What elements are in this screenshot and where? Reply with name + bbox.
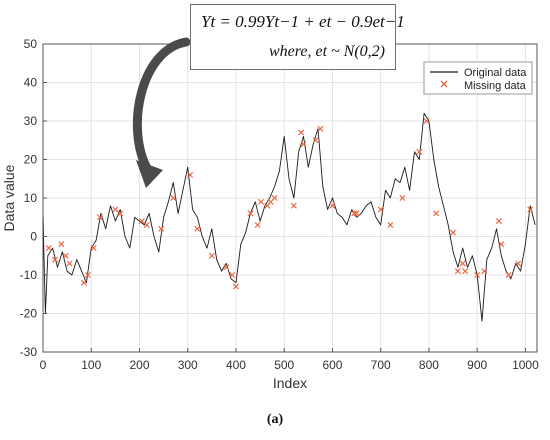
y-tick-label: -10 <box>20 268 38 282</box>
y-axis-label: Data value <box>1 164 17 231</box>
missing-data-marker <box>474 272 481 278</box>
missing-data-marker <box>351 210 358 217</box>
missing-data-marker <box>498 241 505 248</box>
figure-caption: (a) <box>266 412 284 427</box>
missing-data-marker <box>459 260 466 267</box>
y-tick-label: 40 <box>24 76 38 90</box>
missing-data-marker <box>187 171 194 178</box>
missing-data-marker <box>52 256 59 263</box>
missing-data-marker <box>416 148 423 155</box>
x-tick-label: 1000 <box>512 358 539 372</box>
x-tick-label: 400 <box>226 358 246 372</box>
x-tick-label: 800 <box>419 358 439 372</box>
legend-marker-swatch <box>440 80 448 88</box>
missing-data-marker <box>58 241 65 248</box>
equation-box: Yt = 0.99Yt−1 + et − 0.9et−1 where, et ~… <box>190 4 405 70</box>
equation-line-2: where, et ~ N(0,2) <box>268 43 385 60</box>
x-tick-label: 600 <box>322 358 342 372</box>
missing-data-marker <box>271 195 278 201</box>
annotation-arrow <box>132 37 191 188</box>
x-tick-label: 300 <box>178 358 198 372</box>
x-tick-label: 900 <box>467 358 487 372</box>
missing-data-marker <box>290 202 297 209</box>
x-tick-label: 0 <box>40 358 47 372</box>
y-tick-label: 10 <box>24 191 38 205</box>
y-tick-label: 30 <box>24 114 38 128</box>
equation-line-1: Yt = 0.99Yt−1 + et − 0.9et−1 <box>201 12 405 31</box>
legend-label-missing: Missing data <box>464 80 527 92</box>
missing-data-marker <box>387 221 394 228</box>
missing-data-marker <box>462 268 469 275</box>
missing-data-marker <box>117 210 124 217</box>
missing-data-marker <box>495 218 502 225</box>
x-tick-label: 200 <box>129 358 149 372</box>
missing-data-marker <box>527 206 534 213</box>
missing-data-marker <box>138 218 145 225</box>
missing-data-marker <box>90 245 97 252</box>
missing-data-marker <box>300 141 307 148</box>
missing-data-marker <box>232 283 239 290</box>
missing-data-marker <box>96 214 103 221</box>
missing-data-marker <box>84 272 91 278</box>
missing-data-marker <box>112 206 119 213</box>
missing-data-marker <box>377 206 384 213</box>
legend-label-original: Original data <box>464 67 527 79</box>
missing-data-marker <box>353 210 360 217</box>
missing-data-marker <box>454 268 461 275</box>
missing-data-marker <box>298 129 305 136</box>
arrow-shaft <box>132 37 191 175</box>
ticks: 0 100 200 300 400 500 600 700 800 900 1000-30-20-1… <box>20 37 539 372</box>
missing-data-marker <box>515 260 522 267</box>
missing-data-marker <box>223 264 230 271</box>
arrow-head <box>136 160 163 188</box>
missing-data-marker <box>194 225 201 232</box>
missing-data-marker <box>158 225 165 232</box>
missing-data-marker <box>247 210 254 217</box>
legend: Original data Missing data <box>423 61 533 95</box>
missing-data-marker <box>423 118 430 124</box>
missing-data-marker <box>317 125 324 132</box>
x-tick-label: 500 <box>274 358 294 372</box>
y-tick-label: -30 <box>20 345 38 359</box>
missing-data-marker <box>254 221 261 228</box>
y-tick-label: 20 <box>24 153 38 167</box>
missing-data-marker <box>258 198 265 205</box>
x-axis-label: Index <box>273 375 307 391</box>
missing-data-marker <box>208 252 215 259</box>
missing-data-marker <box>229 272 236 278</box>
missing-data-marker <box>450 229 457 236</box>
missing-data-marker <box>481 268 488 275</box>
y-tick-label: 50 <box>24 37 38 51</box>
missing-data-marker <box>81 279 87 286</box>
series-line-original-data <box>42 112 536 322</box>
y-tick-label: 0 <box>30 230 37 244</box>
y-tick-label: -20 <box>20 307 38 321</box>
x-tick-label: 100 <box>81 358 101 372</box>
legend-box <box>423 61 533 95</box>
x-tick-label: 700 <box>371 358 391 372</box>
missing-data-marker <box>143 221 150 228</box>
missing-data-marker <box>312 137 319 144</box>
missing-data-marker <box>329 202 336 209</box>
missing-data-marker <box>399 195 406 201</box>
missing-data-marker <box>170 195 177 201</box>
missing-data-marker <box>66 260 73 267</box>
series-layer <box>42 112 536 322</box>
missing-data-marker <box>62 252 69 259</box>
missing-data-marker <box>433 210 440 217</box>
missing-data-marker <box>505 272 512 278</box>
missing-data-marker <box>45 245 52 252</box>
